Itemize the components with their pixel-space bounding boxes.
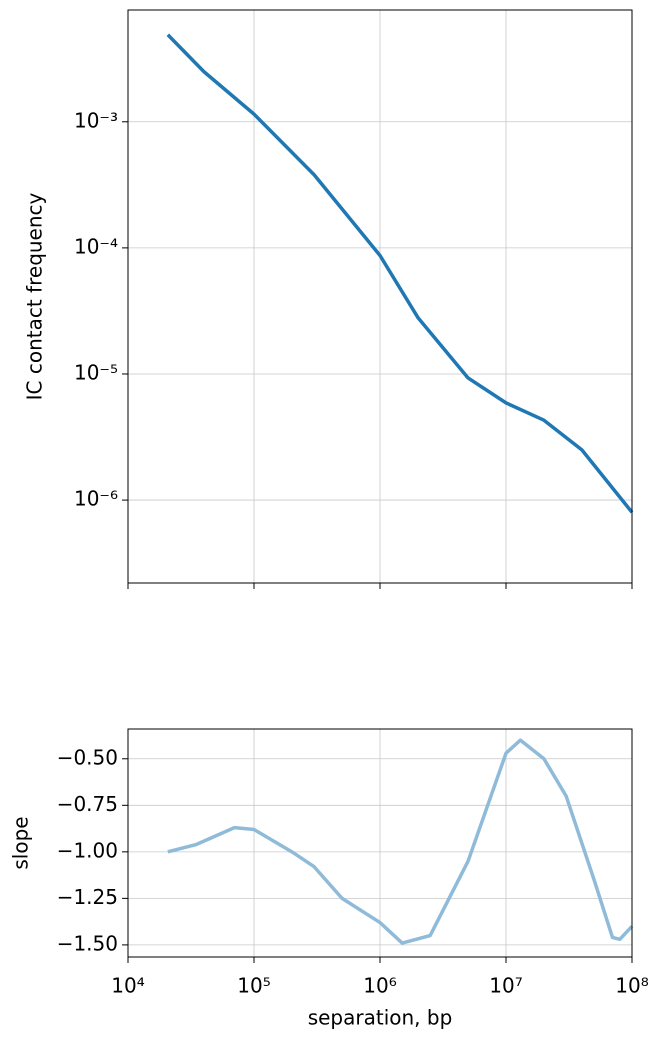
y-axis-label: IC contact frequency	[23, 192, 47, 400]
y-tick-label: 10⁻⁴	[74, 234, 118, 258]
data-line	[167, 738, 634, 945]
x-axis-label: separation, bp	[308, 1006, 453, 1030]
axes-frame	[127, 728, 633, 958]
axes-frame	[127, 9, 633, 584]
y-tick-label: 10⁻⁶	[74, 487, 118, 511]
y-tick-label: −1.25	[57, 885, 118, 909]
x-tick-label: 10⁴	[111, 974, 144, 998]
y-tick-label: 10⁻³	[74, 108, 118, 132]
y-tick-label: −1.00	[57, 838, 118, 862]
y-tick-label: 10⁻⁵	[74, 360, 118, 384]
x-tick-label: 10⁶	[363, 974, 396, 998]
x-tick-label: 10⁵	[237, 974, 270, 998]
data-line	[166, 33, 634, 514]
y-tick-label: −0.50	[57, 745, 118, 769]
y-axis-label: slope	[9, 816, 33, 869]
y-tick-label: −0.75	[57, 792, 118, 816]
x-tick-label: 10⁸	[615, 974, 648, 998]
y-tick-label: −1.50	[57, 931, 118, 955]
x-tick-label: 10⁷	[489, 974, 522, 998]
